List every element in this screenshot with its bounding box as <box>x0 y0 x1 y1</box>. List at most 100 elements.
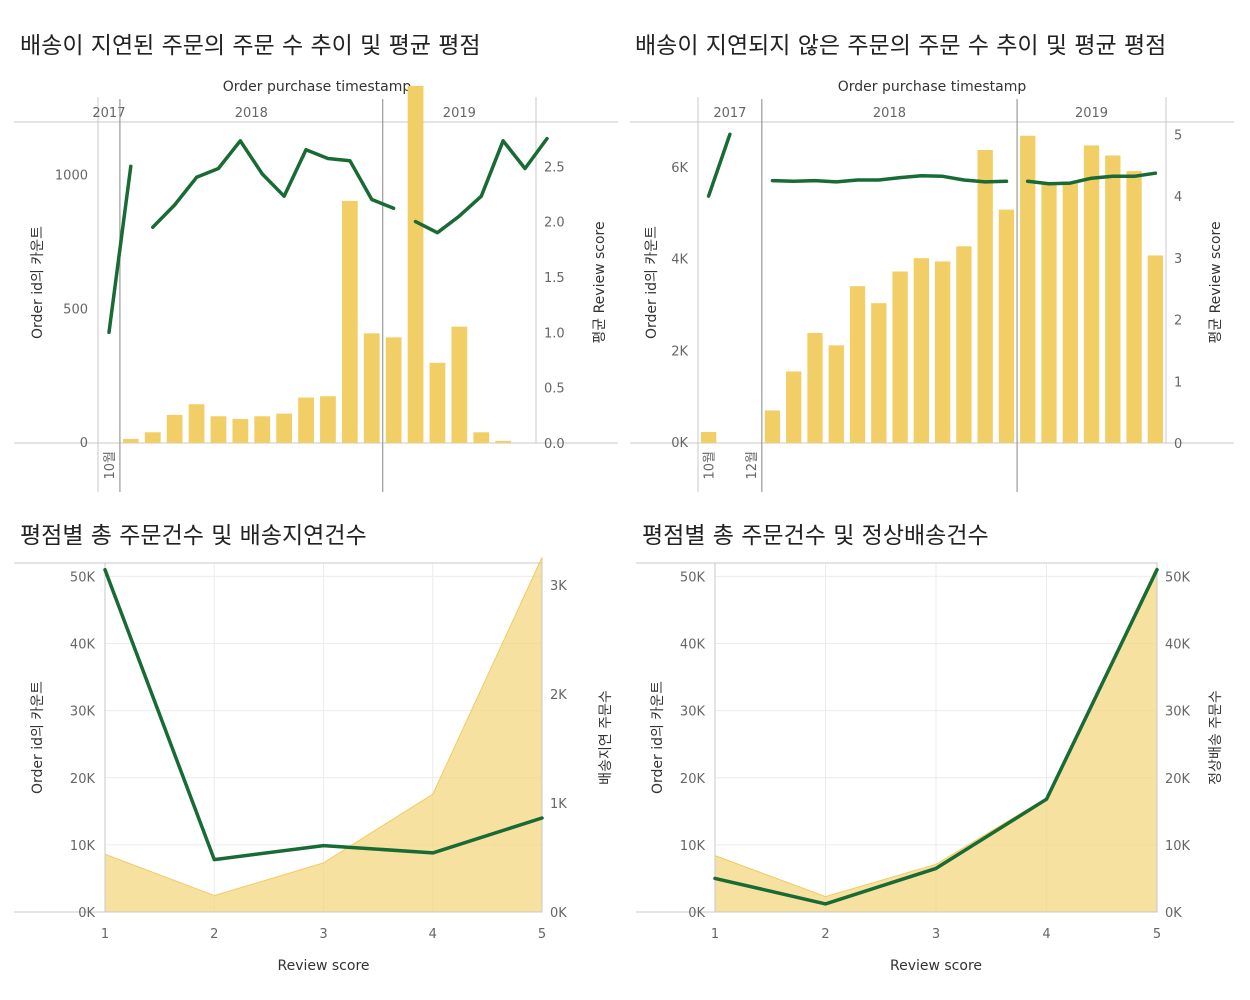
late-bar <box>232 418 249 443</box>
ontime-year-label: 2017 <box>713 106 746 121</box>
ontime-score-line <box>1025 171 1158 186</box>
late-orders-chart-title: 배송이 지연된 주문의 주문 수 추이 및 평균 평점 <box>20 33 481 59</box>
late_by_score-count-line <box>103 567 544 862</box>
late-top-axis-title: Order purchase timestamp <box>223 79 412 95</box>
ontime-bar <box>828 345 844 443</box>
ontime_by_score-right-tick-label: 30K <box>1165 705 1191 720</box>
ontime_by_score-x-axis-title: Review score <box>890 958 982 974</box>
late-bar <box>407 85 424 443</box>
late-bar <box>385 337 402 443</box>
ontime-bar <box>786 371 802 443</box>
late-bar <box>451 326 468 443</box>
late_by_score-x-tick-label: 3 <box>319 927 327 942</box>
late-score-line <box>151 139 396 229</box>
ontime-right-tick-label: 0 <box>1174 437 1182 452</box>
ontime_by_score-x-tick-label: 1 <box>711 927 719 942</box>
ontime-bar <box>913 258 930 443</box>
late-bar <box>144 432 161 443</box>
ontime-orders-chart-title: 배송이 지연되지 않은 주문의 주문 수 추이 및 평균 평점 <box>635 33 1167 59</box>
late-month-tick-label: 10월 <box>103 451 118 480</box>
late-bar <box>276 413 293 443</box>
ontime_by_score-right-tick-label: 50K <box>1165 570 1191 585</box>
ontime_by_score-right-tick-label: 10K <box>1165 839 1191 854</box>
ontime-year-label: 2019 <box>1075 106 1108 121</box>
late-right-tick-label: 2.0 <box>544 216 565 231</box>
late_by_score-left-tick-label: 20K <box>70 772 96 787</box>
late-left-tick-label: 1000 <box>55 169 88 184</box>
late_by_score-x-axis-title: Review score <box>277 958 369 974</box>
ontime-right-axis-title: 평균 Review score <box>1208 221 1224 343</box>
late-year-label: 2017 <box>92 106 125 121</box>
late-right-tick-label: 2.5 <box>544 160 565 175</box>
ontime_by_score-right-tick-label: 0K <box>1165 906 1182 921</box>
ontime-right-tick-label: 4 <box>1174 190 1182 205</box>
late_by_score-right-tick-label: 3K <box>550 579 567 594</box>
ontime-bar <box>1147 255 1164 443</box>
late_by_score-left-axis-title: Order id의 카운트 <box>30 681 46 794</box>
ontime_by_score-right-tick-label: 40K <box>1165 638 1191 653</box>
late-right-axis-title: 평균 Review score <box>592 221 608 343</box>
late-right-tick-label: 0.0 <box>544 437 565 452</box>
late-right-tick-label: 1.5 <box>544 271 565 286</box>
late-year-label: 2019 <box>443 106 476 121</box>
ontime-bar <box>871 303 887 443</box>
ontime-bar <box>892 271 908 443</box>
ontime-left-tick-label: 0K <box>671 436 688 451</box>
late-bar <box>363 333 380 443</box>
ontime-left-tick-label: 2K <box>671 344 688 359</box>
late-year-label: 2018 <box>235 106 268 121</box>
late_by_score-right-tick-label: 0K <box>550 906 567 921</box>
ontime-left-axis-title: Order id의 카운트 <box>644 226 660 339</box>
ontime-month-tick-label: 12월 <box>745 451 760 480</box>
ontime-bar <box>1020 135 1036 443</box>
ontime_by_score-right-axis-title: 정상배송 주문수 <box>1208 690 1224 785</box>
late-left-axis-title: Order id의 카운트 <box>30 226 46 339</box>
ontime_by_score-left-tick-label: 30K <box>680 705 706 720</box>
late_by_score-x-tick-label: 4 <box>429 927 437 942</box>
ontime-bar <box>934 261 951 443</box>
late_by_score-left-tick-label: 40K <box>70 638 96 653</box>
ontime_by_score-count-line <box>713 567 1159 906</box>
ontime_by_score-left-axis-title: Order id의 카운트 <box>650 681 666 794</box>
late_by_score-left-tick-label: 50K <box>70 570 96 585</box>
ontime-bar <box>807 332 823 443</box>
ontime-bar <box>1041 183 1057 443</box>
ontime_by_score-right-tick-label: 20K <box>1165 772 1191 787</box>
ontime_by_score-x-tick-label: 2 <box>821 927 829 942</box>
late-left-tick-label: 0 <box>80 436 88 451</box>
late_by_score-left-tick-label: 0K <box>78 906 95 921</box>
ontime-bar <box>1062 182 1078 443</box>
ontime_by_score-left-tick-label: 20K <box>680 772 706 787</box>
ontime-bar <box>977 149 993 444</box>
late_by_score-right-axis-title: 배송지연 주문수 <box>598 690 614 785</box>
ontime-right-tick-label: 5 <box>1174 128 1182 143</box>
ontime_by_score-x-tick-label: 3 <box>932 927 940 942</box>
ontime_by_score-x-tick-label: 5 <box>1153 927 1161 942</box>
late_by_score-frame <box>104 562 543 913</box>
ontime-bar <box>1083 145 1100 443</box>
late-bar <box>298 397 314 443</box>
ontime-by-score-chart-title: 평점별 총 주문건수 및 정상배송건수 <box>642 523 989 549</box>
late_by_score-right-tick-label: 2K <box>550 688 567 703</box>
late_by_score-left-tick-label: 30K <box>70 705 96 720</box>
ontime-bar <box>849 286 866 443</box>
ontime_by_score-frame <box>714 562 1158 913</box>
ontime_by_score-left-tick-label: 50K <box>680 570 706 585</box>
ontime-left-tick-label: 6K <box>671 161 688 176</box>
ontime-month-tick-label: 10월 <box>703 451 718 480</box>
late-left-tick-label: 500 <box>63 302 88 317</box>
late-bar <box>495 440 512 443</box>
late-score-line <box>413 136 549 235</box>
late-bar <box>341 200 358 443</box>
ontime-bar <box>998 209 1015 443</box>
ontime-bar <box>1126 171 1142 443</box>
ontime-bar <box>1105 155 1121 443</box>
ontime-bar <box>700 431 717 443</box>
late-bar <box>188 404 205 443</box>
late-bar <box>320 396 336 443</box>
late-right-tick-label: 0.5 <box>544 382 565 397</box>
late-bar <box>429 362 446 443</box>
ontime_by_score-left-tick-label: 10K <box>680 839 706 854</box>
late_by_score-x-tick-label: 1 <box>101 927 109 942</box>
